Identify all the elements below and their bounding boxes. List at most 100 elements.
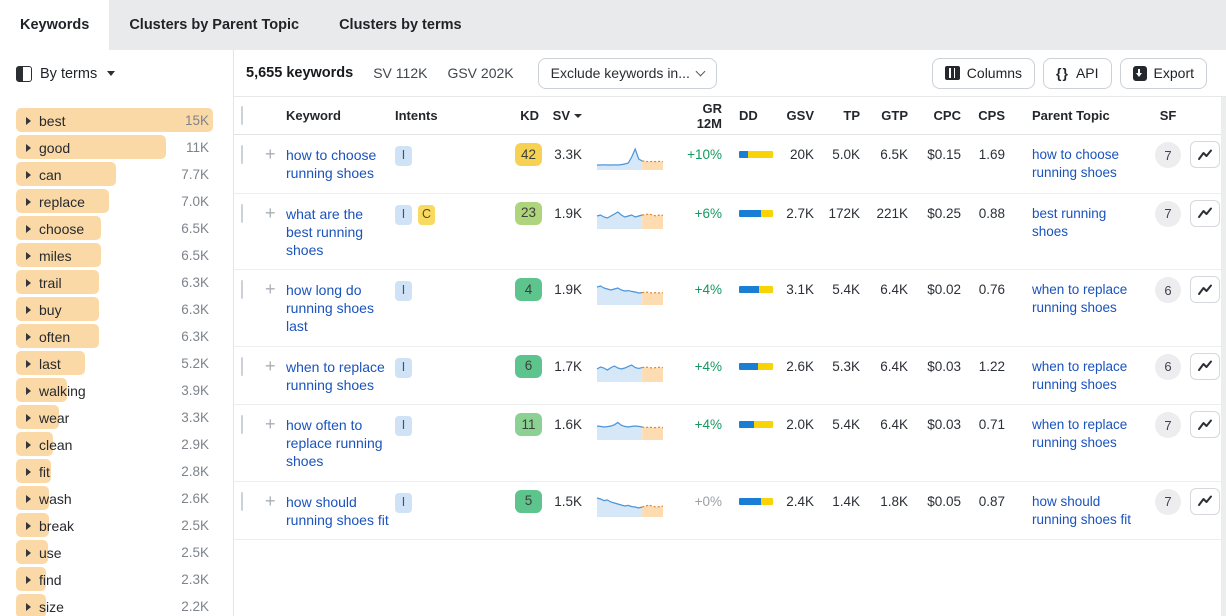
sidebar-term-item[interactable]: buy 6.3K xyxy=(16,296,213,323)
col-kd[interactable]: KD xyxy=(520,108,539,123)
parent-topic-link[interactable]: how should running shoes fit xyxy=(1032,493,1132,527)
exclude-keywords-dropdown[interactable]: Exclude keywords in... xyxy=(537,57,717,89)
add-keyword-icon[interactable]: + xyxy=(265,414,276,434)
keyword-link[interactable]: how should running shoes fit xyxy=(286,493,389,528)
triangle-right-icon[interactable] xyxy=(26,170,31,179)
triangle-right-icon[interactable] xyxy=(26,197,31,206)
col-gr-12m[interactable]: GR 12M xyxy=(696,100,722,131)
triangle-right-icon[interactable] xyxy=(26,305,31,314)
triangle-right-icon[interactable] xyxy=(26,575,31,584)
parent-topic-link[interactable]: best running shoes xyxy=(1032,205,1107,239)
col-intents[interactable]: Intents xyxy=(395,108,438,123)
sidebar-term-item[interactable]: choose 6.5K xyxy=(16,215,213,242)
triangle-right-icon[interactable] xyxy=(26,413,31,422)
growth-12m-value: +10% xyxy=(687,147,722,162)
row-checkbox[interactable] xyxy=(241,145,243,164)
triangle-right-icon[interactable] xyxy=(26,494,31,503)
intents-cell: I xyxy=(390,416,509,436)
tab-clusters-by-parent-topic[interactable]: Clusters by Parent Topic xyxy=(129,17,300,33)
parent-topic-link[interactable]: when to replace running shoes xyxy=(1032,358,1128,392)
keyword-link[interactable]: what are the best running shoes xyxy=(286,205,364,258)
terms-list: best 15K good 11K can 7.7K replace 7.0K … xyxy=(16,107,213,616)
dd-bar-blue-segment xyxy=(739,209,762,217)
open-trend-chart-button[interactable] xyxy=(1190,487,1220,515)
triangle-right-icon[interactable] xyxy=(26,332,31,341)
export-button[interactable]: Export xyxy=(1119,57,1207,89)
col-cpc[interactable]: CPC xyxy=(933,108,961,123)
parent-topic-link[interactable]: how to choose running shoes xyxy=(1032,147,1120,180)
triangle-right-icon[interactable] xyxy=(26,359,31,368)
col-gtp[interactable]: GTP xyxy=(881,108,908,123)
tab-keywords[interactable]: Keywords xyxy=(0,0,110,50)
add-keyword-icon[interactable]: + xyxy=(265,279,276,299)
row-checkbox[interactable] xyxy=(241,356,243,376)
sidebar-term-item[interactable]: size 2.2K xyxy=(16,593,213,616)
triangle-right-icon[interactable] xyxy=(26,440,31,449)
sidebar-term-item[interactable]: wash 2.6K xyxy=(16,485,213,512)
sidebar-term-item[interactable]: wear 3.3K xyxy=(16,404,213,431)
chevron-down-icon xyxy=(695,66,706,76)
row-checkbox[interactable] xyxy=(241,415,243,434)
triangle-right-icon[interactable] xyxy=(26,251,31,260)
keyword-link[interactable]: when to replace running shoes xyxy=(286,358,385,393)
sidebar-term-item[interactable]: best 15K xyxy=(16,107,213,134)
api-button[interactable]: {} API xyxy=(1043,57,1112,89)
col-tp[interactable]: TP xyxy=(843,108,860,123)
sidebar-term-item[interactable]: fit 2.8K xyxy=(16,458,213,485)
vertical-scrollbar[interactable] xyxy=(1221,97,1226,616)
col-sf[interactable]: SF xyxy=(1159,108,1177,123)
term-label: miles xyxy=(39,247,72,264)
open-trend-chart-button[interactable] xyxy=(1190,199,1220,227)
keyword-link[interactable]: how often to replace running shoes xyxy=(286,417,383,469)
open-trend-chart-button[interactable] xyxy=(1190,352,1220,380)
row-checkbox[interactable] xyxy=(241,491,243,511)
sidebar-term-item[interactable]: find 2.3K xyxy=(16,566,213,593)
add-keyword-icon[interactable]: + xyxy=(265,202,276,223)
col-parent-topic[interactable]: Parent Topic xyxy=(1032,108,1110,123)
triangle-right-icon[interactable] xyxy=(26,548,31,557)
sidebar-term-item[interactable]: miles 6.5K xyxy=(16,242,213,269)
col-cps[interactable]: CPS xyxy=(978,108,1005,123)
parent-topic-link[interactable]: when to replace running shoes xyxy=(1032,282,1128,315)
trend-sparkline xyxy=(588,280,674,310)
col-sv-sorted[interactable]: SV xyxy=(545,108,588,123)
parent-topic-link[interactable]: when to replace running shoes xyxy=(1032,417,1128,450)
select-all-checkbox[interactable] xyxy=(241,105,243,125)
row-checkbox[interactable] xyxy=(241,203,243,223)
keyword-link[interactable]: how long do running shoes last xyxy=(286,282,374,334)
triangle-right-icon[interactable] xyxy=(26,602,31,611)
add-keyword-icon[interactable]: + xyxy=(265,490,276,511)
open-trend-chart-button[interactable] xyxy=(1190,276,1220,303)
add-keyword-icon[interactable]: + xyxy=(265,144,276,164)
triangle-right-icon[interactable] xyxy=(26,224,31,233)
sidebar-term-item[interactable]: can 7.7K xyxy=(16,161,213,188)
sidebar-term-item[interactable]: replace 7.0K xyxy=(16,188,213,215)
term-count: 7.7K xyxy=(181,167,209,182)
columns-button[interactable]: Columns xyxy=(931,57,1036,89)
add-keyword-icon[interactable]: + xyxy=(265,355,276,376)
sidebar-term-item[interactable]: good 11K xyxy=(16,134,213,161)
sidebar-term-item[interactable]: trail 6.3K xyxy=(16,269,213,296)
open-trend-chart-button[interactable] xyxy=(1190,141,1220,168)
tab-clusters-by-terms[interactable]: Clusters by terms xyxy=(339,17,462,33)
sidebar-term-item[interactable]: use 2.5K xyxy=(16,539,213,566)
triangle-right-icon[interactable] xyxy=(26,521,31,530)
sidebar-term-item[interactable]: break 2.5K xyxy=(16,512,213,539)
sidebar-term-item[interactable]: clean 2.9K xyxy=(16,431,213,458)
triangle-right-icon[interactable] xyxy=(26,467,31,476)
col-dd[interactable]: DD xyxy=(739,108,758,123)
sidebar-term-item[interactable]: walking 3.9K xyxy=(16,377,213,404)
view-selector-dropdown[interactable]: By terms xyxy=(0,50,233,97)
triangle-right-icon[interactable] xyxy=(26,386,31,395)
sidebar-term-item[interactable]: last 5.2K xyxy=(16,350,213,377)
gtp-value: 221K xyxy=(876,205,908,221)
sidebar-term-item[interactable]: often 6.3K xyxy=(16,323,213,350)
col-gsv[interactable]: GSV xyxy=(786,108,814,123)
keyword-link[interactable]: how to choose running shoes xyxy=(286,147,377,181)
triangle-right-icon[interactable] xyxy=(26,278,31,287)
row-checkbox[interactable] xyxy=(241,280,243,299)
triangle-right-icon[interactable] xyxy=(26,143,31,152)
col-keyword[interactable]: Keyword xyxy=(286,108,341,123)
triangle-right-icon[interactable] xyxy=(26,116,31,125)
open-trend-chart-button[interactable] xyxy=(1190,411,1220,438)
